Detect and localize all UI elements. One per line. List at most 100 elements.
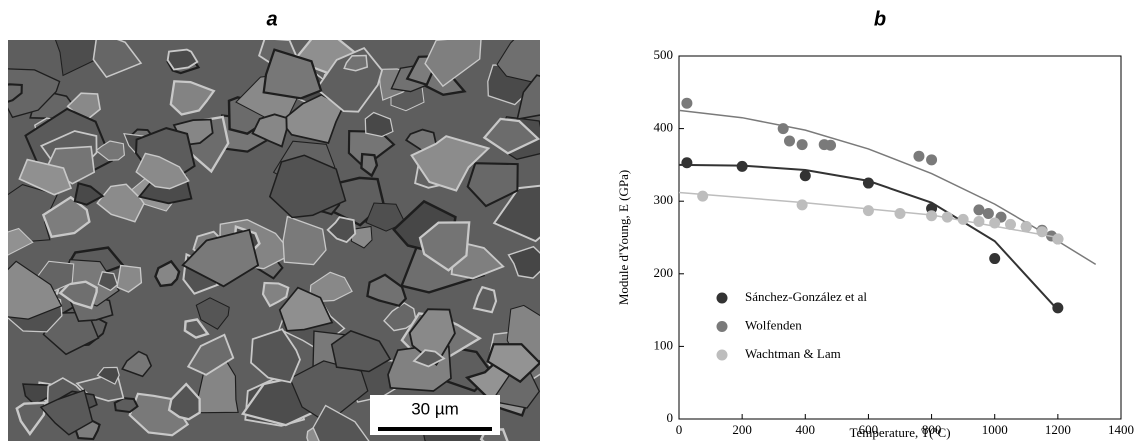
x-tick-label: 0 <box>676 422 683 437</box>
grain <box>330 330 392 373</box>
data-point <box>973 216 985 228</box>
data-point <box>913 150 925 162</box>
grain <box>383 302 418 332</box>
data-point <box>784 135 795 147</box>
grain <box>466 162 519 208</box>
grain <box>97 271 119 292</box>
data-point <box>796 199 808 211</box>
scale-bar-label: 30 µm <box>411 399 459 418</box>
data-point <box>1052 233 1064 245</box>
data-point <box>777 123 789 135</box>
grain <box>41 195 91 239</box>
data-point <box>862 177 874 189</box>
grain <box>312 404 370 441</box>
grain <box>492 184 540 243</box>
scale-bar <box>378 427 492 431</box>
grain <box>410 135 491 192</box>
grain <box>251 113 288 148</box>
grain <box>261 281 290 308</box>
y-tick-label: 300 <box>654 192 674 207</box>
grain <box>408 308 456 366</box>
y-tick-label: 0 <box>667 410 674 425</box>
grain <box>278 286 334 332</box>
data-point <box>799 170 811 182</box>
chart: 0 200 400 600 800 1000 1200 1400 0 100 200 300 400 50… <box>616 47 1134 440</box>
grain <box>186 333 235 376</box>
legend-label: Wachtman & Lam <box>745 346 841 361</box>
data-point <box>697 190 709 202</box>
data-point <box>1020 221 1032 233</box>
x-tick-label: 200 <box>732 422 752 437</box>
grain <box>113 397 139 414</box>
panel-label: b <box>874 8 886 30</box>
grain <box>360 152 379 178</box>
grain <box>412 349 446 368</box>
grain <box>154 259 181 288</box>
grain <box>250 328 301 384</box>
data-point <box>681 97 693 109</box>
data-point <box>982 208 994 220</box>
grain <box>58 280 98 310</box>
data-point <box>926 154 938 166</box>
data-point <box>1036 226 1048 238</box>
data-point <box>796 139 808 151</box>
data-point <box>957 213 969 225</box>
grain <box>73 182 105 206</box>
grain <box>54 40 101 77</box>
grains <box>8 40 540 441</box>
grain <box>516 74 540 121</box>
grain <box>195 297 230 330</box>
y-axis-label: Module d'Young, E (GPa) <box>616 170 631 305</box>
grain <box>183 318 210 339</box>
grain <box>167 382 201 421</box>
data-point <box>1052 302 1064 314</box>
legend-marker <box>716 349 728 361</box>
data-point <box>825 139 837 151</box>
data-point <box>941 211 953 223</box>
grain <box>282 215 327 266</box>
legend-label: Wolfenden <box>745 317 802 332</box>
grain <box>262 48 323 100</box>
plot-frame <box>678 55 1122 420</box>
grain <box>366 273 408 308</box>
grain <box>418 221 471 272</box>
grain <box>486 343 540 384</box>
x-tick-label: 400 <box>796 422 816 437</box>
data-point <box>862 205 874 217</box>
grain <box>8 83 23 103</box>
legend-label: Sánchez-González et al <box>745 289 867 304</box>
grain <box>268 154 347 219</box>
grain <box>95 140 126 161</box>
y-tick-label: 100 <box>654 337 674 352</box>
grain <box>8 68 61 119</box>
data-point <box>736 160 748 172</box>
grain <box>188 359 239 414</box>
grain <box>96 366 120 385</box>
grain <box>169 80 216 116</box>
data-point <box>989 217 1001 229</box>
grain <box>496 40 540 84</box>
grain <box>507 245 540 279</box>
grain <box>8 260 63 320</box>
x-tick-label: 600 <box>859 422 879 437</box>
grain <box>18 158 73 196</box>
data-point <box>681 157 693 169</box>
x-tick-label: 1000 <box>982 422 1008 437</box>
y-tick-label: 400 <box>654 120 674 135</box>
grain <box>39 389 94 436</box>
panel-label: a <box>266 8 277 30</box>
grain <box>116 264 143 293</box>
x-tick-label: 1200 <box>1045 422 1071 437</box>
sem-image: 30 µm <box>8 40 540 441</box>
grain <box>121 350 153 378</box>
legend-marker <box>716 292 728 304</box>
grain <box>8 227 34 256</box>
grain <box>308 271 353 303</box>
grain <box>482 117 540 155</box>
grain <box>92 40 143 79</box>
grain <box>472 285 498 314</box>
data-point <box>894 208 906 220</box>
grain <box>181 228 260 288</box>
